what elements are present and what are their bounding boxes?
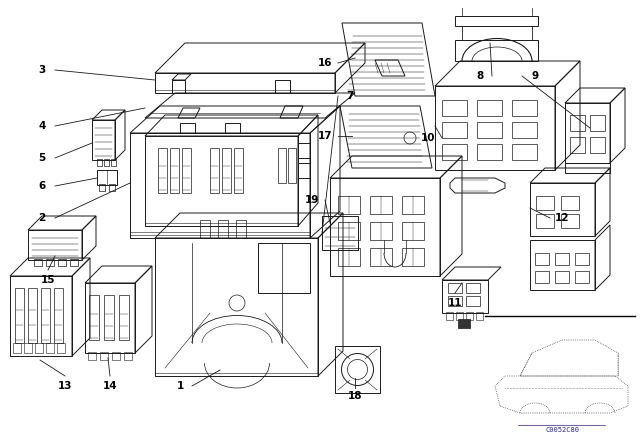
Bar bbox=[89, 295, 99, 340]
Bar bbox=[218, 220, 228, 238]
Bar bbox=[24, 343, 32, 353]
Bar bbox=[536, 196, 554, 210]
Bar bbox=[512, 122, 537, 138]
Text: 17: 17 bbox=[317, 131, 332, 141]
Bar bbox=[370, 222, 392, 240]
Bar bbox=[54, 288, 63, 343]
Text: 14: 14 bbox=[102, 381, 117, 391]
Bar bbox=[476, 312, 483, 320]
Text: 5: 5 bbox=[38, 153, 45, 163]
Bar bbox=[13, 343, 21, 353]
Bar bbox=[536, 214, 554, 228]
Bar bbox=[338, 248, 360, 266]
Bar bbox=[477, 144, 502, 160]
Bar bbox=[124, 352, 132, 360]
Bar bbox=[70, 259, 78, 266]
Text: 12: 12 bbox=[555, 213, 569, 223]
Bar bbox=[338, 222, 360, 240]
Text: 15: 15 bbox=[41, 275, 55, 285]
Bar bbox=[288, 148, 296, 183]
Bar bbox=[370, 248, 392, 266]
Text: 4: 4 bbox=[38, 121, 45, 131]
Bar bbox=[46, 259, 54, 266]
Bar bbox=[555, 271, 569, 283]
Bar bbox=[222, 148, 231, 193]
Bar bbox=[402, 222, 424, 240]
Text: 8: 8 bbox=[476, 71, 484, 81]
Bar bbox=[477, 122, 502, 138]
Bar bbox=[456, 312, 463, 320]
Bar bbox=[575, 253, 589, 265]
Bar bbox=[119, 295, 129, 340]
Text: 2: 2 bbox=[38, 213, 45, 223]
Bar bbox=[100, 352, 108, 360]
Bar bbox=[111, 159, 116, 166]
Text: 9: 9 bbox=[531, 71, 539, 81]
Bar bbox=[561, 214, 579, 228]
Bar bbox=[535, 253, 549, 265]
Bar bbox=[35, 343, 43, 353]
Text: 6: 6 bbox=[38, 181, 45, 191]
Bar bbox=[15, 288, 24, 343]
Bar bbox=[88, 352, 96, 360]
Bar bbox=[234, 148, 243, 193]
Bar bbox=[57, 343, 65, 353]
Bar bbox=[535, 271, 549, 283]
Bar bbox=[477, 100, 502, 116]
Bar bbox=[200, 220, 210, 238]
Bar bbox=[442, 122, 467, 138]
Bar bbox=[278, 148, 286, 183]
Bar bbox=[104, 159, 109, 166]
Text: 10: 10 bbox=[420, 133, 435, 143]
Bar bbox=[590, 115, 605, 131]
Bar bbox=[448, 296, 462, 306]
Bar bbox=[570, 115, 585, 131]
Bar bbox=[97, 159, 102, 166]
Bar bbox=[402, 196, 424, 214]
Bar bbox=[104, 295, 114, 340]
Text: 11: 11 bbox=[448, 298, 462, 308]
Bar bbox=[466, 312, 473, 320]
Text: 13: 13 bbox=[58, 381, 72, 391]
Bar bbox=[370, 196, 392, 214]
Bar bbox=[448, 283, 462, 293]
Bar bbox=[158, 148, 167, 193]
Bar bbox=[170, 148, 179, 193]
Text: 3: 3 bbox=[38, 65, 45, 75]
Bar bbox=[109, 184, 115, 191]
Bar bbox=[466, 283, 480, 293]
Bar bbox=[99, 184, 105, 191]
Bar bbox=[41, 288, 50, 343]
Text: 7: 7 bbox=[346, 91, 354, 101]
Bar bbox=[28, 288, 37, 343]
Bar bbox=[210, 148, 219, 193]
Text: 18: 18 bbox=[348, 391, 362, 401]
Text: 19: 19 bbox=[305, 195, 319, 205]
Bar bbox=[458, 319, 470, 328]
Bar bbox=[442, 144, 467, 160]
Bar bbox=[34, 259, 42, 266]
Bar bbox=[338, 196, 360, 214]
Bar bbox=[512, 100, 537, 116]
Bar bbox=[58, 259, 66, 266]
Bar bbox=[575, 271, 589, 283]
Bar bbox=[402, 248, 424, 266]
Bar bbox=[512, 144, 537, 160]
Bar bbox=[446, 312, 453, 320]
Bar bbox=[112, 352, 120, 360]
Text: 1: 1 bbox=[177, 381, 184, 391]
Bar bbox=[46, 343, 54, 353]
Text: C0052C80: C0052C80 bbox=[545, 427, 579, 433]
Text: 16: 16 bbox=[317, 58, 332, 68]
Bar bbox=[442, 100, 467, 116]
Bar bbox=[555, 253, 569, 265]
Bar bbox=[590, 137, 605, 153]
Bar bbox=[570, 137, 585, 153]
Bar bbox=[561, 196, 579, 210]
Bar bbox=[236, 220, 246, 238]
Bar bbox=[466, 296, 480, 306]
Bar bbox=[182, 148, 191, 193]
